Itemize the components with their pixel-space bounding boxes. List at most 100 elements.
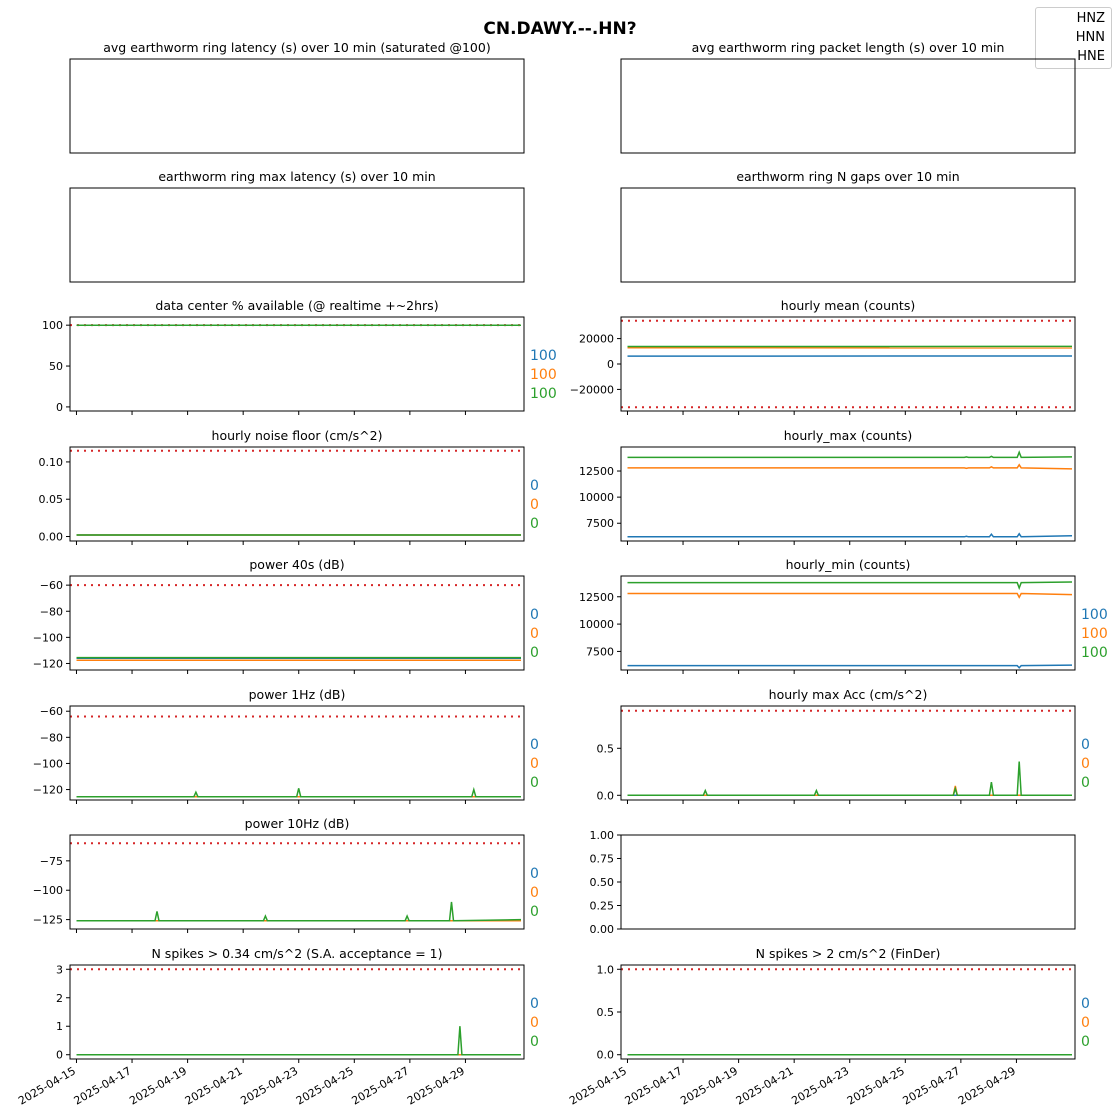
status-value-hnn: 0	[530, 756, 539, 772]
panel-title: N spikes > 0.34 cm/s^2 (S.A. acceptance …	[151, 946, 442, 961]
status-value-hne: 0	[530, 645, 539, 661]
axes-frame	[69, 834, 525, 930]
series-line-hne	[76, 786, 521, 798]
panel-title: earthworm ring max latency (s) over 10 m…	[158, 169, 435, 184]
status-value-hne: 0	[530, 516, 539, 532]
axes-frame	[69, 58, 525, 154]
y-tick-label: −60	[40, 705, 63, 718]
axes-frame	[620, 834, 1076, 930]
y-tick-label: −80	[40, 605, 63, 618]
legend-label: HNZ	[1076, 11, 1105, 26]
y-tick-label: 0.25	[590, 900, 615, 913]
panel-title: N spikes > 2 cm/s^2 (FinDer)	[756, 946, 941, 961]
legend-item-hnz: HNZ	[1077, 11, 1105, 26]
y-tick-label: 0.0	[597, 1049, 615, 1062]
y-tick-label: −80	[40, 731, 63, 744]
axes-frame	[69, 705, 525, 801]
y-tick-label: −60	[40, 579, 63, 592]
y-tick-label: 0.5	[597, 1006, 615, 1019]
y-tick-label: 12500	[579, 591, 614, 604]
x-tick-label: 2025-04-23	[789, 1064, 851, 1107]
series-line-hne	[627, 581, 1073, 591]
y-tick-label: −20000	[570, 383, 614, 396]
y-tick-label: 0.00	[39, 531, 64, 544]
status-value-hnn: 0	[1081, 1015, 1090, 1031]
axes-frame	[620, 964, 1076, 1060]
x-tick-label: 2025-04-17	[623, 1064, 685, 1107]
y-tick-label: −120	[33, 657, 63, 670]
y-tick-label: 2	[56, 992, 63, 1005]
y-tick-label: 7500	[586, 517, 614, 530]
y-tick-label: 0	[607, 358, 614, 371]
y-tick-label: 0.05	[39, 493, 64, 506]
panel-title: hourly noise floor (cm/s^2)	[212, 428, 383, 443]
legend-item-hnn: HNN	[1076, 30, 1105, 45]
status-value-hnz: 0	[530, 607, 539, 623]
status-value-hnz: 0	[530, 996, 539, 1012]
series-line-hnz	[627, 664, 1073, 669]
axes-frame	[69, 446, 525, 542]
x-tick-label: 2025-04-17	[72, 1064, 134, 1107]
status-value-hnn: 0	[1081, 756, 1090, 772]
x-tick-label: 2025-04-23	[238, 1064, 300, 1107]
y-tick-label: 0.00	[590, 923, 615, 936]
y-tick-label: −120	[33, 784, 63, 797]
y-tick-label: 7500	[586, 645, 614, 658]
axes-frame	[620, 575, 1076, 671]
status-value-hne: 0	[1081, 1034, 1090, 1050]
y-tick-label: 12500	[579, 465, 614, 478]
y-tick-label: 10000	[579, 491, 614, 504]
x-tick-label: 2025-04-21	[734, 1064, 796, 1107]
legend-label: HNE	[1077, 49, 1105, 64]
y-tick-label: 100	[42, 319, 63, 332]
status-value-hnz: 0	[530, 866, 539, 882]
series-line-hne	[627, 761, 1072, 797]
status-value-hnz: 100	[1081, 607, 1108, 623]
status-value-hnz: 0	[1081, 996, 1090, 1012]
series-line-hnn	[627, 785, 1072, 797]
x-tick-label: 2025-04-19	[127, 1064, 189, 1107]
figure-title: CN.DAWY.--.HN?	[483, 19, 637, 39]
x-tick-label: 2025-04-27	[900, 1064, 962, 1107]
y-tick-label: 0.5	[597, 742, 615, 755]
series-line-hne	[76, 1026, 521, 1056]
axes-frame	[620, 705, 1076, 801]
panel-title: avg earthworm ring latency (s) over 10 m…	[103, 40, 490, 55]
axes-frame	[620, 187, 1076, 283]
y-tick-label: 1	[56, 1020, 63, 1033]
axes-frame	[69, 187, 525, 283]
y-tick-label: −100	[33, 631, 63, 644]
status-value-hne: 0	[1081, 775, 1090, 791]
y-tick-label: 20000	[579, 333, 614, 346]
y-tick-label: 1.0	[597, 963, 615, 976]
legend-item-hne: HNE	[1077, 49, 1105, 64]
status-value-hnn: 100	[530, 367, 557, 383]
legend-label: HNN	[1075, 30, 1105, 45]
panel-title: power 40s (dB)	[249, 557, 344, 572]
status-value-hne: 100	[1081, 645, 1108, 661]
axes-frame	[620, 446, 1076, 542]
x-tick-label: 2025-04-27	[349, 1064, 411, 1107]
x-tick-label: 2025-04-19	[678, 1064, 740, 1107]
axes-frame	[620, 58, 1076, 154]
axes-frame	[620, 316, 1076, 412]
y-tick-label: 10000	[579, 618, 614, 631]
y-tick-label: 0	[56, 401, 63, 414]
panel-title: data center % available (@ realtime +~2h…	[155, 298, 438, 313]
axes-frame	[69, 316, 525, 412]
status-value-hne: 0	[530, 904, 539, 920]
panel-title: avg earthworm ring packet length (s) ove…	[692, 40, 1005, 55]
x-tick-label: 2025-04-21	[183, 1064, 245, 1107]
y-tick-label: 0.50	[590, 876, 615, 889]
y-tick-label: 1.00	[590, 829, 615, 842]
status-value-hnn: 0	[530, 885, 539, 901]
panel-title: hourly_min (counts)	[786, 557, 911, 572]
x-tick-label: 2025-04-25	[294, 1064, 356, 1107]
y-tick-label: 0.75	[590, 853, 615, 866]
series-line-hnn	[627, 592, 1073, 599]
panel-title: power 10Hz (dB)	[245, 816, 350, 831]
y-tick-label: −100	[33, 757, 63, 770]
status-value-hnn: 0	[530, 1015, 539, 1031]
status-value-hne: 0	[530, 1034, 539, 1050]
